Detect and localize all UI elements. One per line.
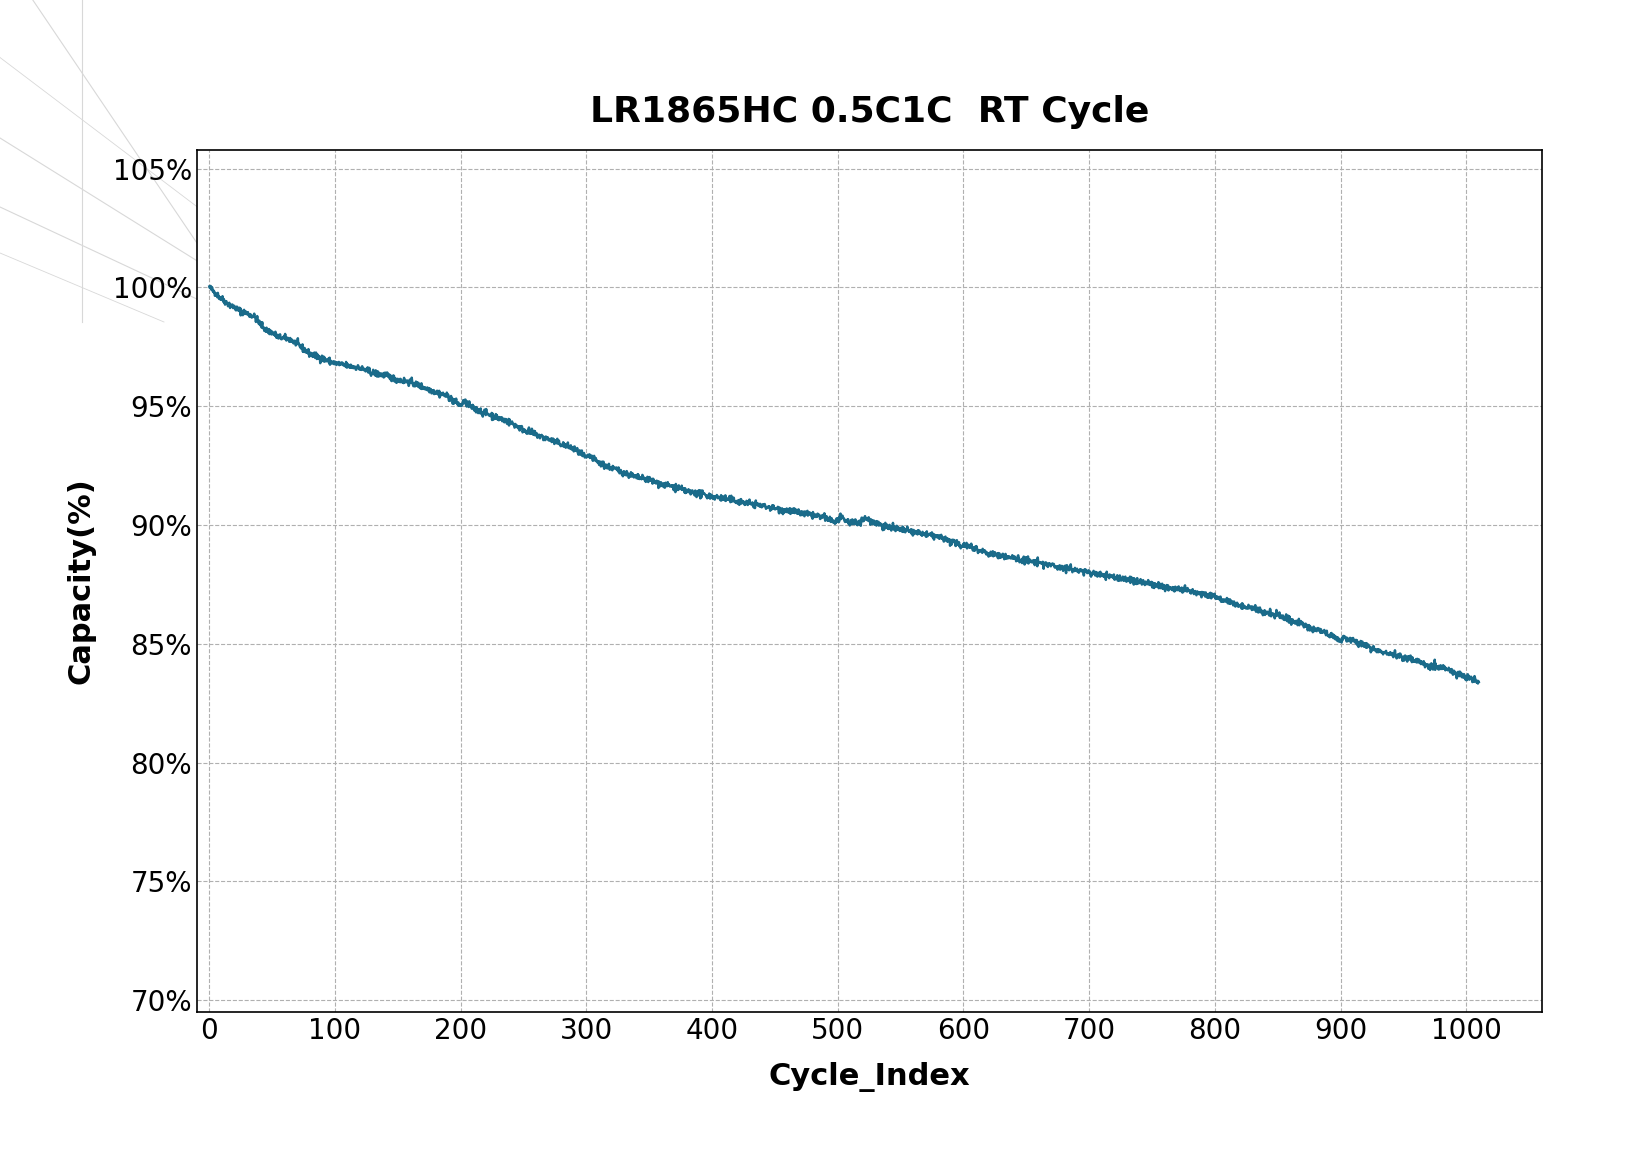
Title: LR1865HC 0.5C1C  RT Cycle: LR1865HC 0.5C1C RT Cycle [588, 94, 1149, 129]
Y-axis label: Capacity(%): Capacity(%) [67, 477, 95, 684]
X-axis label: Cycle_Index: Cycle_Index [769, 1061, 969, 1091]
